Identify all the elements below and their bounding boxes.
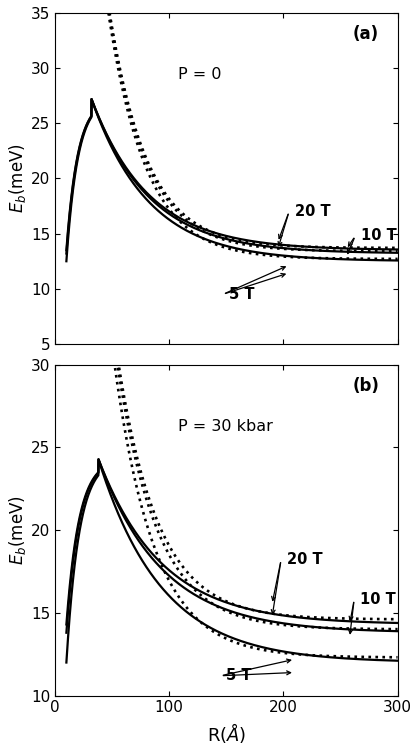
Text: 20 T: 20 T [287, 553, 322, 568]
Text: (b): (b) [353, 377, 380, 395]
Text: 5 T: 5 T [226, 669, 252, 684]
Text: 20 T: 20 T [295, 204, 331, 219]
Text: 10 T: 10 T [360, 592, 396, 607]
Text: (a): (a) [353, 26, 379, 44]
X-axis label: R($\AA$): R($\AA$) [207, 721, 246, 745]
Y-axis label: $E_b$(meV): $E_b$(meV) [7, 144, 28, 214]
Text: P = 0: P = 0 [178, 67, 222, 82]
Text: P = 30 kbar: P = 30 kbar [178, 419, 273, 434]
Text: 10 T: 10 T [361, 229, 397, 244]
Text: 5 T: 5 T [228, 287, 254, 302]
Y-axis label: $E_b$(meV): $E_b$(meV) [7, 496, 28, 565]
